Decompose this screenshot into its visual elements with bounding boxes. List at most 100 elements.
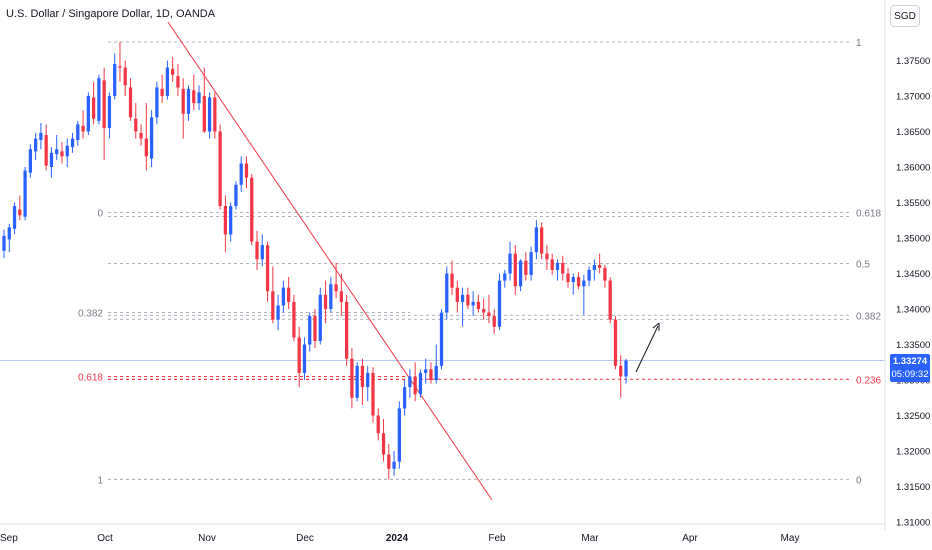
candle-body — [313, 316, 317, 341]
fib-level-label-right: 0 — [856, 475, 862, 486]
currency-button[interactable]: SGD — [890, 5, 920, 27]
candle-body — [323, 294, 328, 309]
candle-body — [213, 97, 217, 132]
candle-body — [144, 138, 148, 157]
candle-body — [39, 132, 43, 141]
candle-body — [318, 294, 322, 341]
candle-body — [613, 319, 618, 366]
candle-body — [176, 76, 180, 88]
candle-body — [582, 280, 586, 287]
fib-level-label-right: 0.236 — [856, 375, 881, 386]
candle-body — [250, 177, 254, 242]
candle-body — [7, 227, 11, 240]
symbol-title: U.S. Dollar / Singapore Dollar, 1D, OAND… — [6, 8, 216, 20]
projection-arrow — [635, 325, 659, 373]
price-tick-label: 1.35500 — [896, 198, 930, 209]
candle-body — [497, 280, 502, 327]
price-tick-label: 1.34000 — [896, 305, 930, 316]
candle-body — [165, 67, 170, 96]
candle-body — [571, 277, 575, 283]
candle-body — [439, 312, 444, 366]
candle-body — [619, 365, 623, 377]
candle-body — [44, 135, 48, 166]
candle-body — [297, 337, 301, 373]
candle-body — [545, 253, 549, 260]
candle-body — [33, 138, 38, 152]
price-tick-label: 1.34500 — [896, 269, 930, 280]
candle-body — [598, 264, 602, 268]
time-tick-label: Sep — [0, 533, 18, 544]
candle-body — [466, 294, 470, 306]
price-tick-label: 1.31500 — [896, 482, 930, 493]
candle-body — [603, 267, 607, 281]
candle-body — [139, 132, 143, 139]
candle-body — [360, 365, 365, 388]
candle-body — [424, 369, 428, 373]
candle-body — [292, 301, 296, 338]
candle-body — [23, 170, 27, 217]
price-tick-label: 1.33500 — [896, 340, 930, 351]
annotation-layer — [635, 322, 660, 373]
price-tick-label: 1.32000 — [896, 447, 930, 458]
price-tick-label: 1.36000 — [896, 163, 930, 174]
candle-body — [576, 277, 581, 287]
candle-body — [503, 273, 507, 281]
price-tick-label: 1.31000 — [896, 518, 930, 529]
candle-body — [102, 80, 106, 128]
fib-level-label-right: 0.618 — [856, 208, 881, 219]
candle-body — [366, 372, 370, 388]
candle-body — [260, 245, 264, 260]
candle-body — [265, 245, 270, 292]
price-axis: 1.37500 1.37000 1.36500 1.36000 1.35500 1.350… — [884, 0, 930, 530]
candle-body — [171, 69, 175, 75]
candle-body — [123, 67, 127, 86]
price-tick-label: 1.35000 — [896, 234, 930, 245]
candle-body — [12, 206, 17, 229]
fib-level-label-right: 1 — [856, 38, 862, 49]
candle-body — [181, 88, 185, 114]
candle-body — [76, 124, 80, 141]
candle-body — [592, 264, 597, 270]
time-tick-label: May — [781, 533, 800, 544]
candle-body — [155, 87, 159, 118]
candle-body — [350, 358, 354, 398]
candle-body — [513, 253, 517, 287]
candle-body — [97, 78, 101, 121]
candle-body — [492, 316, 496, 327]
candle-body — [281, 287, 286, 306]
time-tick-label: Dec — [296, 533, 314, 544]
price-tick-label: 1.36500 — [896, 127, 930, 138]
candle-body — [418, 372, 423, 395]
time-tick-label: Feb — [488, 533, 506, 544]
candle-body — [107, 96, 112, 128]
candle-body — [244, 163, 249, 178]
price-tick-label: 1.32500 — [896, 411, 930, 422]
projection-arrow-head — [652, 322, 660, 331]
candle-body — [276, 305, 280, 320]
candle-body — [524, 260, 528, 275]
candle-body — [508, 253, 512, 274]
candle-body — [160, 88, 164, 96]
candle-body — [18, 209, 22, 216]
time-tick-label: 2024 — [386, 533, 409, 544]
candle-body — [128, 87, 133, 118]
price-tick-label: 1.37000 — [896, 92, 930, 103]
candle-body — [392, 461, 396, 469]
candle-body — [207, 97, 212, 132]
candle-body — [60, 151, 64, 157]
last-price-value: 1.33274 — [892, 356, 928, 367]
candle-body — [429, 369, 433, 380]
candle-body — [118, 66, 122, 68]
candle-body — [518, 260, 523, 287]
time-tick-label: Mar — [581, 533, 599, 544]
candle-body — [608, 280, 612, 320]
candle-body — [329, 284, 333, 309]
candle-body — [192, 90, 196, 104]
fib-level-label-right: 0.382 — [856, 311, 881, 322]
fib-level-label-left: 1 — [97, 475, 103, 486]
candle-body — [434, 365, 438, 380]
time-axis: Sep Oct Nov Dec 2024 Feb Mar Apr May — [0, 523, 885, 544]
candle-body — [229, 206, 233, 235]
bar-countdown: 05:09:32 — [891, 369, 929, 380]
